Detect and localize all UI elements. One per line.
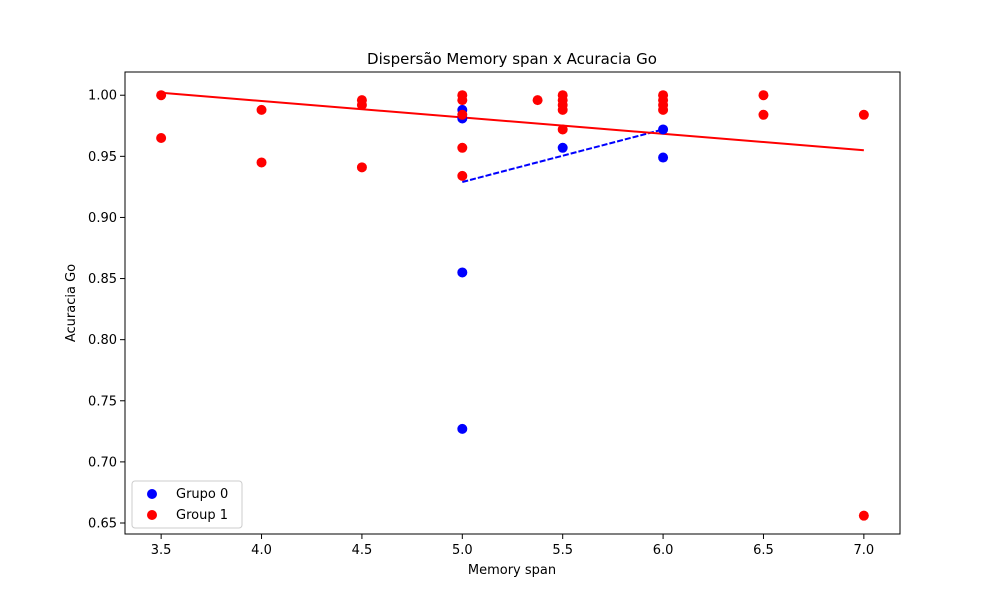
point-group-1	[256, 157, 267, 168]
point-group-1	[356, 100, 367, 110]
chart-title: Dispersão Memory span x Acuracia Go	[367, 50, 657, 68]
point-group-1	[758, 109, 769, 120]
y-tick-label: 0.85	[88, 272, 117, 287]
x-tick-label: 5.0	[452, 543, 473, 558]
point-group-1	[858, 109, 869, 120]
point-group-1	[156, 90, 167, 101]
x-tick-label: 4.5	[352, 543, 373, 558]
y-axis-label: Acuracia Go	[64, 264, 79, 342]
data-points	[156, 90, 869, 521]
x-axis-label: Memory span	[468, 563, 556, 578]
trend-line-group-1	[161, 91, 864, 152]
point-grupo-0	[658, 152, 669, 163]
trend-lines	[161, 91, 864, 183]
y-tick-label: 0.75	[88, 394, 117, 409]
point-group-1	[457, 95, 468, 106]
x-tick-label: 7.0	[854, 543, 875, 558]
point-group-1	[457, 142, 468, 153]
point-group-1	[156, 133, 167, 143]
plot-area	[124, 71, 901, 535]
point-group-1	[658, 104, 669, 115]
point-grupo-0	[457, 267, 468, 278]
point-grupo-0	[658, 124, 669, 135]
x-tick-label: 4.0	[251, 543, 272, 558]
point-group-1	[557, 124, 568, 135]
point-group-1	[356, 162, 367, 173]
y-tick-label: 1.00	[88, 89, 117, 104]
point-group-1	[457, 170, 468, 181]
x-tick-label: 5.5	[552, 543, 573, 558]
point-group-1	[457, 109, 468, 120]
y-axis: 0.65 0.70 0.75 0.80 0.85 0.90 0.95 1.00	[88, 89, 125, 532]
x-tick-label: 3.5	[151, 543, 172, 558]
legend-marker-group-1	[147, 510, 157, 520]
y-tick-label: 0.80	[88, 333, 117, 348]
trend-line-grupo-0	[462, 128, 664, 183]
legend-label-grupo-0: Grupo 0	[176, 487, 228, 502]
y-tick-label: 0.90	[88, 211, 117, 226]
point-group-1	[256, 104, 267, 115]
x-axis: 3.5 4.0 4.5 5.0 5.5 6.0 6.5 7.0	[151, 534, 874, 558]
point-grupo-0	[457, 423, 468, 434]
x-tick-label: 6.0	[653, 543, 674, 558]
point-group-1	[532, 95, 543, 106]
point-group-1	[557, 104, 568, 115]
legend-marker-grupo-0	[147, 489, 157, 499]
plot-frame	[124, 71, 901, 535]
y-tick-label: 0.95	[88, 150, 117, 165]
point-grupo-0	[557, 142, 568, 153]
x-tick-label: 6.5	[753, 543, 774, 558]
y-tick-label: 0.70	[88, 455, 117, 470]
y-tick-label: 0.65	[88, 517, 117, 532]
legend: Grupo 0 Group 1	[131, 480, 243, 529]
point-group-1	[758, 90, 769, 101]
legend-box	[131, 480, 243, 529]
legend-label-group-1: Group 1	[176, 508, 228, 523]
point-group-1	[858, 510, 869, 521]
